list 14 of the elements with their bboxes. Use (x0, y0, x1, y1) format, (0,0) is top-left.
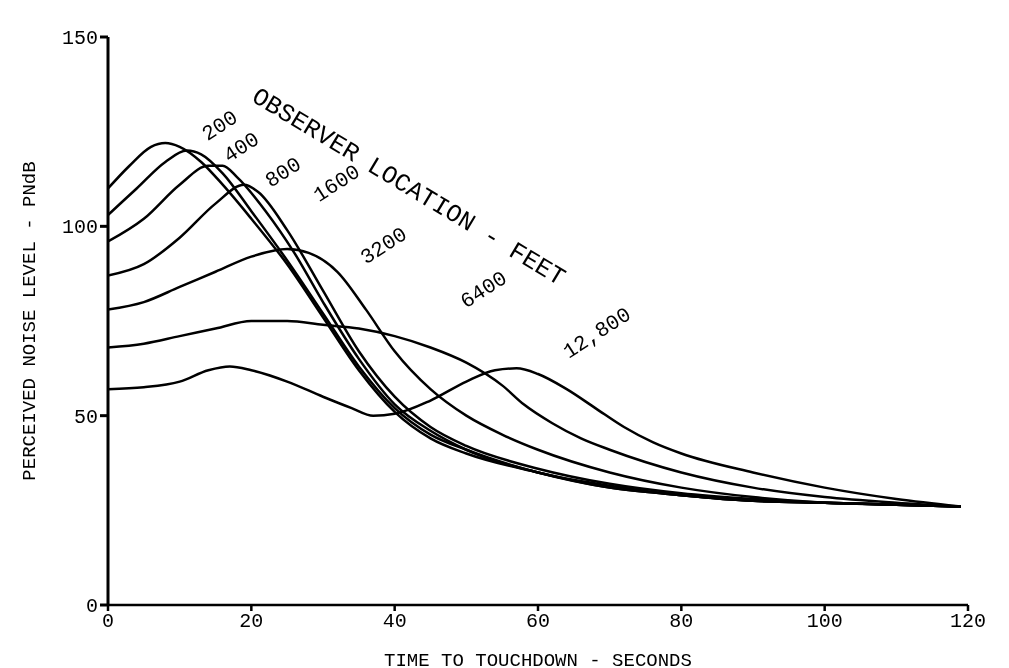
x-tick-label: 20 (239, 610, 264, 634)
x-tick-label: 0 (101, 610, 115, 634)
y-tick-label: 0 (85, 595, 98, 619)
y-tick-label: 50 (73, 405, 98, 429)
x-tick-label: 120 (949, 610, 987, 634)
y-axis-title: PERCEIVED NOISE LEVEL - PNdB (18, 161, 41, 481)
y-tick-label: 150 (61, 27, 98, 51)
text: 6400 (456, 267, 512, 314)
y-tick-label: 100 (61, 216, 98, 240)
x-tick-label: 80 (669, 610, 694, 634)
x-axis-title: TIME TO TOUCHDOWN - SECONDS (384, 650, 692, 668)
x-tick-label: 100 (806, 610, 843, 634)
x-tick-label: 40 (382, 610, 407, 634)
x-tick-label: 60 (525, 610, 551, 634)
